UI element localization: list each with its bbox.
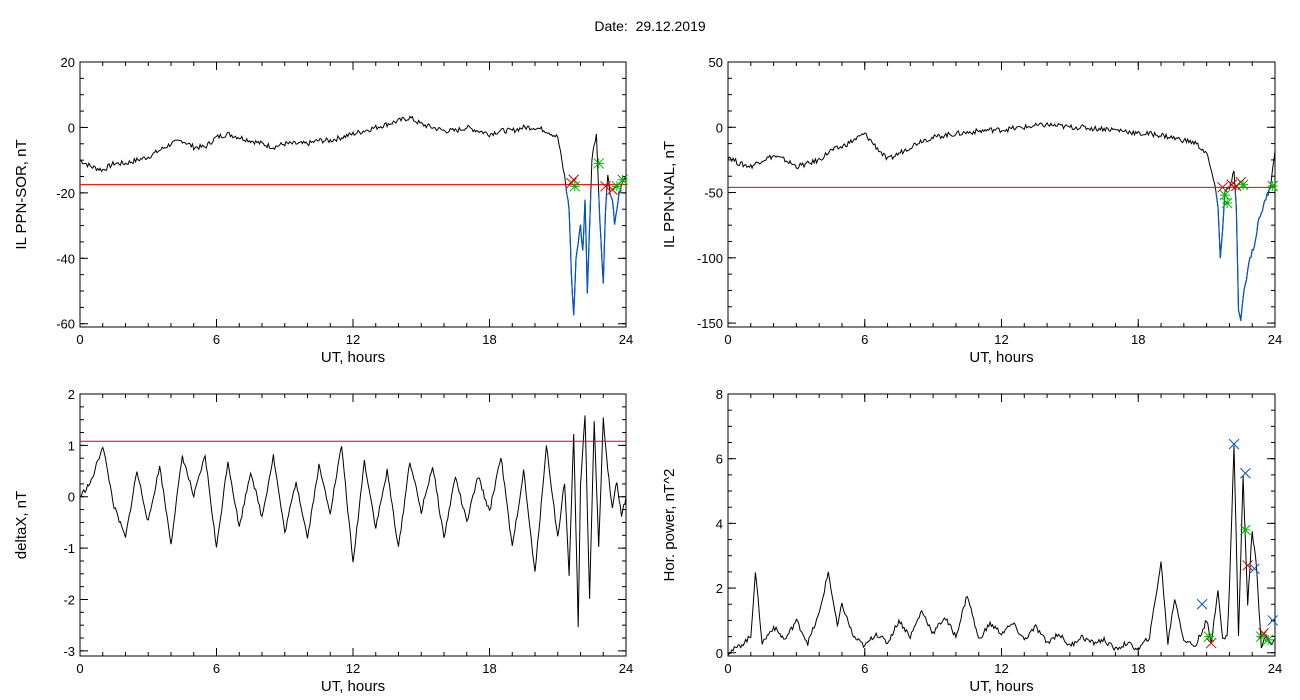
x-tick-label: 6	[213, 332, 220, 347]
marker-green	[617, 174, 628, 186]
chart-ppn-nal: 0 6 12 18 24 -150 -100 -50 0 50 UT, hours IL PPN-NA…	[661, 55, 1282, 366]
series-line	[727, 445, 1276, 656]
x-tick-label: 0	[76, 332, 83, 347]
y-axis-label: IL PPN-NAL, nT	[661, 141, 678, 248]
y-tick-label: 8	[716, 387, 723, 402]
x-tick-label: 18	[482, 332, 496, 347]
x-tick-label: 0	[76, 661, 83, 676]
x-tick-label: 12	[994, 332, 1008, 347]
y-tick-label: 0	[716, 646, 723, 661]
y-axis-label: IL PPN-SOR, nT	[13, 139, 30, 249]
x-tick-label: 0	[724, 332, 731, 347]
marker-green	[611, 180, 623, 192]
marker-green	[1240, 524, 1251, 536]
y-tick-label: -100	[697, 251, 723, 266]
x-tick-label: 24	[619, 332, 633, 347]
x-axis-label: UT, hours	[969, 349, 1033, 366]
marker-green	[1203, 631, 1215, 642]
x-tick-label: 24	[1268, 332, 1282, 347]
series-line	[727, 121, 1276, 321]
x-axis-label: UT, hours	[321, 678, 385, 695]
x-tick-label: 18	[482, 661, 496, 676]
marker-red	[1205, 637, 1217, 649]
chart-ppn-sor: 0 6 12 18 24 -60 -40 -20 0 20 UT, hours IL PPN-SOR,…	[13, 55, 633, 366]
series-below-threshold	[1215, 187, 1271, 321]
x-axis-label: UT, hours	[969, 678, 1033, 695]
marker-red	[1242, 560, 1254, 571]
figure-title: Date: 29.12.2019	[0, 18, 1300, 34]
y-tick-label: -20	[56, 186, 75, 201]
y-tick-label: 1	[68, 438, 75, 453]
marker-green	[1219, 189, 1231, 201]
marker-green	[569, 180, 581, 192]
plot-frame	[79, 61, 627, 328]
marker-red	[568, 174, 580, 186]
y-tick-label: 20	[61, 55, 75, 70]
y-tick-label: 0	[68, 490, 75, 505]
x-tick-label: 0	[724, 661, 731, 676]
y-tick-label: 0	[716, 120, 723, 135]
y-tick-label: -60	[56, 317, 75, 332]
y-tick-label: 2	[68, 387, 75, 402]
y-tick-label: 6	[716, 452, 723, 467]
date-value: 29.12.2019	[635, 18, 706, 34]
y-tick-label: 4	[716, 516, 723, 531]
marker-green	[1237, 179, 1249, 191]
marker-blue	[1249, 563, 1260, 575]
y-tick-label: 2	[716, 581, 723, 596]
y-axis-label: deltaX, nT	[13, 491, 30, 559]
plot-frame	[727, 61, 1276, 328]
y-axis-label: Hor. power, nT^2	[661, 469, 678, 582]
plot-frame	[79, 393, 627, 657]
x-tick-label: 12	[346, 332, 360, 347]
y-tick-label: -1	[63, 541, 75, 556]
x-tick-label: 12	[346, 661, 360, 676]
marker-green	[1221, 197, 1233, 209]
x-tick-label: 18	[1131, 332, 1145, 347]
y-tick-label: -3	[63, 644, 75, 659]
y-tick-label: -40	[56, 251, 75, 266]
marker-red	[1226, 179, 1238, 191]
x-tick-label: 6	[861, 332, 868, 347]
x-tick-label: 6	[213, 661, 220, 676]
marker-green	[593, 158, 605, 169]
y-tick-label: -50	[704, 186, 723, 201]
series-below-threshold	[565, 184, 623, 316]
marker-blue	[1240, 467, 1251, 479]
x-tick-label: 24	[1268, 661, 1282, 676]
marker-green	[1262, 634, 1274, 646]
marker-green	[1267, 180, 1279, 192]
x-tick-label: 24	[619, 661, 633, 676]
y-tick-label: -150	[697, 316, 723, 331]
series-line	[79, 115, 627, 316]
y-tick-label: -2	[63, 592, 75, 607]
marker-blue	[1196, 598, 1208, 610]
series-line	[79, 415, 627, 628]
plot-frame	[727, 393, 1276, 657]
marker-blue	[1267, 615, 1279, 626]
date-label: Date:	[594, 18, 628, 34]
x-tick-label: 18	[1131, 661, 1145, 676]
marker-red	[600, 180, 611, 192]
marker-red	[1258, 628, 1269, 639]
x-tick-label: 12	[994, 661, 1008, 676]
y-tick-label: 0	[68, 120, 75, 135]
x-tick-label: 6	[861, 661, 868, 676]
marker-red	[1217, 181, 1228, 193]
y-tick-label: 50	[709, 55, 723, 70]
x-axis-label: UT, hours	[321, 349, 385, 366]
marker-blue	[1228, 438, 1240, 450]
